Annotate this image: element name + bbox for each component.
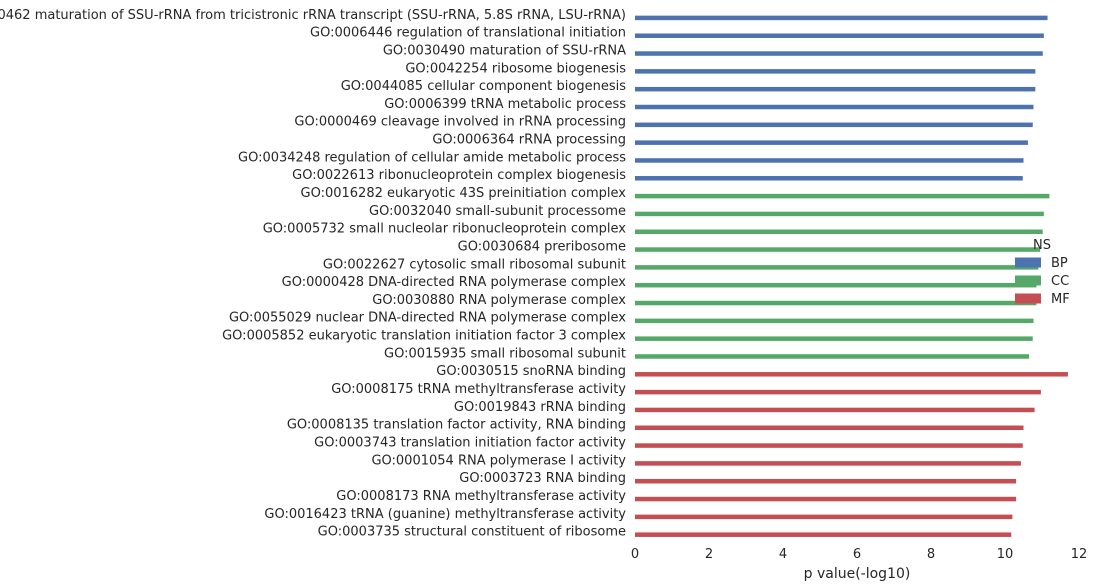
y-tick-label: GO:0003735 structural constituent of rib…	[318, 525, 626, 540]
y-tick-label: GO:0000428 DNA-directed RNA polymerase c…	[282, 275, 627, 290]
y-tick-label: GO:0022627 cytosolic small ribosomal sub…	[323, 257, 626, 272]
y-tick-label: GO:0003723 RNA binding	[459, 471, 626, 486]
bar	[635, 51, 1043, 56]
x-tick-label: 10	[997, 547, 1014, 562]
bar	[635, 140, 1028, 145]
bar	[635, 461, 1021, 466]
bar	[635, 33, 1044, 38]
y-tick-label: GO:0008173 RNA methyltransferase activit…	[336, 489, 626, 504]
y-tick-label: GO:0030684 preribosome	[458, 239, 626, 254]
legend-swatch	[1015, 257, 1041, 268]
y-tick-label: GO:0016282 eukaryotic 43S preinitiation …	[301, 186, 627, 201]
bar	[635, 247, 1041, 252]
bar	[635, 354, 1030, 359]
bar	[635, 229, 1043, 234]
y-axis-labels: GO:0000462 maturation of SSU-rRNA from t…	[0, 8, 626, 540]
y-tick-label: GO:0022613 ribonucleoprotein complex bio…	[292, 168, 626, 183]
legend-swatch	[1015, 275, 1041, 286]
y-tick-label: GO:0044085 cellular component biogenesis	[341, 79, 627, 94]
bar	[635, 372, 1068, 377]
y-tick-label: GO:0016423 tRNA (guanine) methyltransfer…	[264, 507, 626, 522]
bars-layer	[635, 15, 1068, 537]
y-tick-label: GO:0006399 tRNA metabolic process	[384, 97, 626, 112]
y-tick-label: GO:0008175 tRNA methyltransferase activi…	[331, 382, 626, 397]
y-tick-label: GO:0006446 regulation of translational i…	[310, 26, 626, 41]
y-tick-label: GO:0019843 rRNA binding	[454, 400, 626, 415]
bar	[635, 69, 1036, 74]
x-tick-label: 12	[1071, 547, 1088, 562]
bar	[635, 282, 1037, 288]
bar	[635, 425, 1024, 431]
bar	[635, 336, 1033, 341]
y-tick-label: GO:0042254 ribosome biogenesis	[405, 61, 626, 76]
legend: NS BP CC MF	[1015, 238, 1070, 307]
y-tick-label: GO:0001054 RNA polymerase I activity	[371, 453, 626, 468]
x-tick-label: 8	[927, 547, 935, 562]
legend-title: NS	[1033, 238, 1051, 253]
y-tick-label: GO:0008135 translation factor activity, …	[287, 418, 626, 433]
legend-label: BP	[1051, 256, 1068, 271]
bar	[635, 478, 1017, 484]
x-tick-label: 6	[853, 547, 861, 562]
bar	[635, 193, 1050, 199]
y-tick-label: GO:0006364 rRNA processing	[432, 133, 626, 148]
x-tick-label: 4	[779, 547, 787, 562]
bar	[635, 514, 1013, 520]
y-tick-label: GO:0034248 regulation of cellular amide …	[238, 150, 626, 165]
y-tick-label: GO:0032040 small-subunit processome	[369, 204, 626, 219]
y-tick-label: GO:0030515 snoRNA binding	[436, 364, 626, 379]
bar	[635, 389, 1041, 395]
bar	[635, 265, 1039, 270]
x-tick-label: 2	[705, 547, 713, 562]
bar	[635, 443, 1023, 448]
y-tick-label: GO:0003743 translation initiation factor…	[314, 435, 626, 450]
bar	[635, 211, 1044, 217]
bar	[635, 15, 1048, 21]
bar	[635, 104, 1034, 110]
bar	[635, 86, 1036, 92]
bar	[635, 407, 1035, 413]
bar	[635, 496, 1017, 502]
bar	[635, 318, 1034, 324]
legend-label: CC	[1051, 274, 1069, 289]
y-tick-label: GO:0055029 nuclear DNA-directed RNA poly…	[229, 311, 626, 326]
x-axis-label: p value(-log10)	[804, 566, 911, 582]
x-tick-label: 0	[631, 547, 639, 562]
y-tick-label: GO:0000462 maturation of SSU-rRNA from t…	[0, 8, 626, 23]
y-tick-label: GO:0005852 eukaryotic translation initia…	[222, 329, 626, 344]
x-axis-ticks: 0 2 4 6 8 10 12	[631, 547, 1087, 562]
y-tick-label: GO:0005732 small nucleolar ribonucleopro…	[263, 222, 627, 237]
legend-swatch	[1015, 293, 1041, 304]
bar	[635, 176, 1023, 181]
bar	[635, 122, 1033, 128]
y-tick-label: GO:0000469 cleavage involved in rRNA pro…	[294, 115, 626, 130]
bar	[635, 532, 1012, 537]
legend-label: MF	[1051, 292, 1070, 307]
y-tick-label: GO:0015935 small ribosomal subunit	[384, 346, 626, 361]
bar	[635, 300, 1037, 306]
y-tick-label: GO:0030490 maturation of SSU-rRNA	[383, 43, 626, 58]
bar	[635, 158, 1024, 163]
y-tick-label: GO:0030880 RNA polymerase complex	[372, 293, 626, 308]
